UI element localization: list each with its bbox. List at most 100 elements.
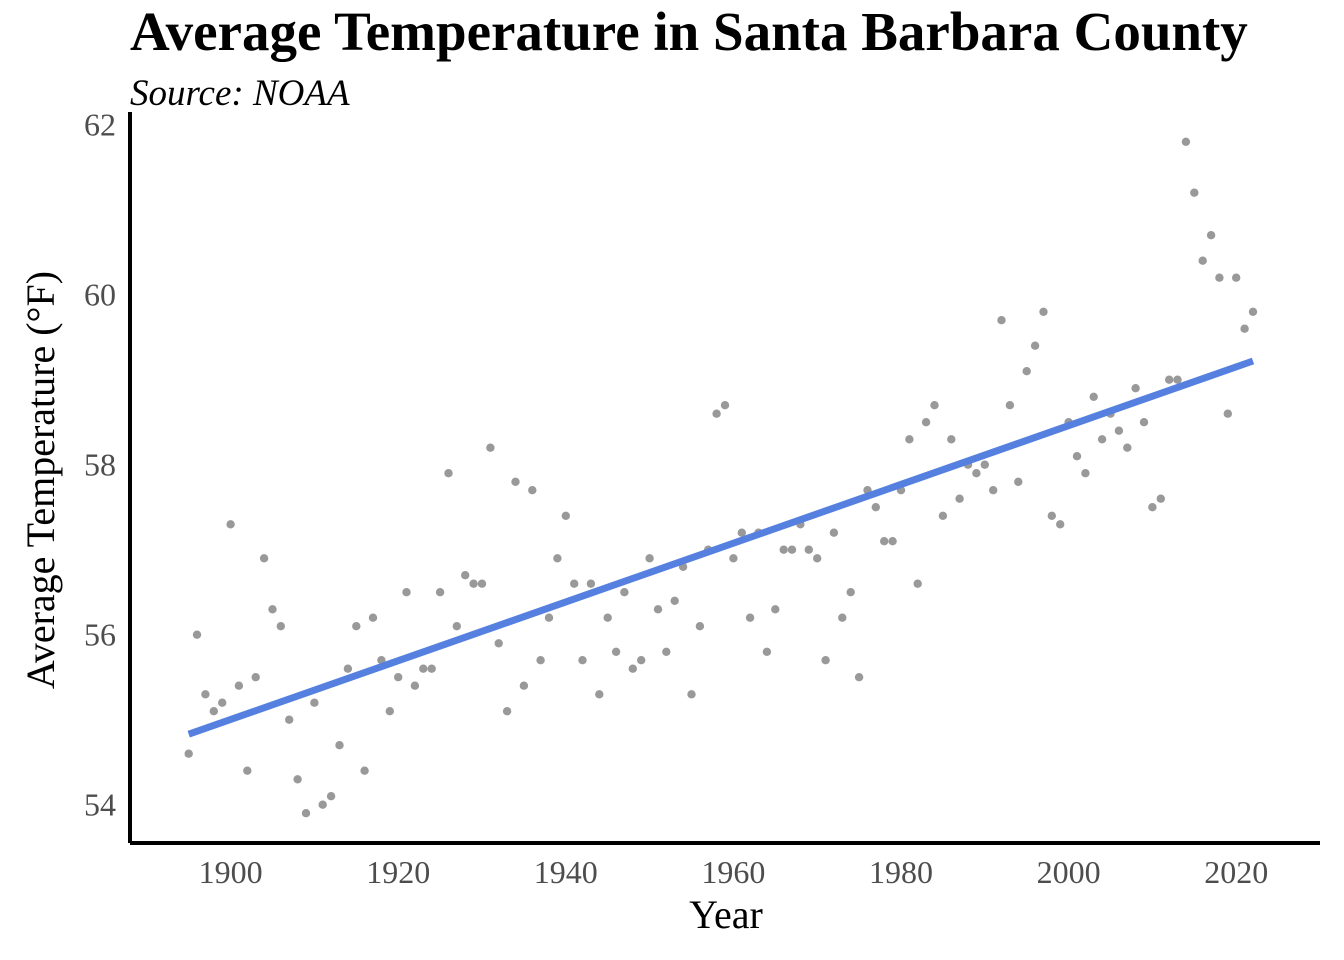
data-point-1938	[544, 613, 554, 622]
data-point-1936	[528, 486, 537, 495]
data-point-1919	[385, 707, 394, 716]
data-point-1982	[913, 579, 922, 588]
x-tick-label-1960: 1960	[701, 854, 765, 890]
data-point-1903	[251, 673, 260, 682]
y-tick-label-62: 62	[84, 107, 116, 143]
data-point-1979	[888, 537, 897, 546]
data-point-1912	[326, 792, 336, 801]
data-point-1986	[947, 435, 956, 444]
data-point-1945	[603, 613, 612, 622]
data-point-1967	[787, 545, 797, 554]
data-point-1923	[419, 664, 428, 673]
data-point-1943	[586, 579, 596, 588]
data-point-2009	[1139, 418, 1149, 427]
data-point-2006	[1114, 426, 1124, 435]
data-point-1994	[1014, 477, 1023, 486]
data-point-1926	[444, 469, 453, 478]
data-point-1895	[184, 749, 193, 758]
data-point-1970	[813, 554, 822, 563]
data-point-1910	[310, 698, 319, 707]
trend-line	[187, 357, 1255, 738]
chart-subtitle: Source: NOAA	[130, 73, 350, 114]
x-tick-label-2020: 2020	[1204, 854, 1268, 890]
data-point-1964	[762, 647, 772, 656]
data-point-1997	[1039, 307, 1048, 316]
data-point-1949	[637, 656, 646, 665]
data-point-1978	[880, 537, 889, 546]
data-point-2013	[1173, 375, 1182, 384]
data-point-1953	[670, 596, 679, 605]
data-point-2018	[1215, 273, 1224, 282]
data-point-1921	[402, 588, 411, 597]
data-point-1939	[553, 554, 562, 563]
data-point-2021	[1240, 324, 1249, 333]
data-point-1907	[285, 715, 294, 724]
data-point-1899	[218, 698, 227, 707]
data-point-1913	[335, 741, 344, 750]
data-point-1911	[318, 800, 327, 809]
x-tick-label-1940: 1940	[534, 854, 598, 890]
y-axis-title: Average Temperature (°F)	[18, 271, 63, 689]
x-axis-ticks: 1900 1920 1940 1960 1980 2000 2020	[199, 854, 1269, 890]
data-point-1931	[486, 443, 495, 452]
data-point-2003	[1089, 392, 1098, 401]
data-point-1917	[368, 613, 378, 622]
data-point-1955	[687, 690, 696, 699]
data-point-1933	[502, 707, 512, 716]
data-point-1985	[938, 511, 948, 520]
data-point-1940	[561, 511, 570, 520]
data-point-1905	[268, 605, 277, 614]
data-point-1956	[695, 622, 705, 631]
y-axis-ticks: 54 56 58 60 62	[84, 107, 116, 823]
data-point-1935	[519, 681, 529, 690]
data-point-1929	[469, 579, 478, 588]
data-point-1989	[972, 469, 981, 478]
data-point-2015	[1190, 188, 1199, 197]
x-tick-label-1900: 1900	[199, 854, 263, 890]
data-point-1971	[821, 656, 830, 665]
data-point-1947	[620, 588, 629, 597]
data-point-1969	[804, 545, 813, 554]
data-point-1925	[435, 588, 445, 597]
data-point-1934	[511, 477, 520, 486]
data-point-1952	[662, 647, 671, 656]
x-axis-title: Year	[689, 892, 763, 937]
data-point-1987	[955, 494, 964, 503]
data-point-1974	[846, 588, 855, 597]
data-point-2022	[1248, 307, 1258, 316]
data-point-1962	[745, 613, 755, 622]
data-point-1959	[720, 401, 730, 410]
data-point-2001	[1072, 452, 1082, 461]
data-point-2010	[1148, 503, 1157, 512]
data-point-1941	[570, 579, 579, 588]
data-point-1922	[410, 681, 420, 690]
data-point-1897	[201, 690, 210, 699]
data-point-2011	[1156, 494, 1166, 503]
data-point-1901	[234, 681, 244, 690]
data-point-1975	[854, 673, 864, 682]
data-point-1992	[997, 316, 1006, 325]
data-point-1944	[595, 690, 604, 699]
data-point-1990	[980, 460, 989, 469]
data-point-1928	[461, 571, 470, 580]
x-tick-label-1980: 1980	[869, 854, 933, 890]
data-point-1909	[301, 809, 311, 818]
data-point-1902	[243, 766, 252, 775]
data-point-2012	[1165, 375, 1174, 384]
data-point-1973	[838, 613, 847, 622]
data-point-1914	[343, 664, 353, 673]
x-tick-label-2000: 2000	[1037, 854, 1101, 890]
y-tick-label-58: 58	[84, 447, 116, 483]
data-point-1972	[829, 528, 839, 537]
data-point-2014	[1181, 137, 1191, 146]
data-point-1915	[352, 622, 361, 631]
y-tick-label-56: 56	[84, 617, 116, 653]
data-point-2008	[1131, 384, 1140, 393]
data-point-1977	[871, 503, 880, 512]
data-point-1995	[1022, 367, 1031, 376]
data-point-1981	[905, 435, 914, 444]
data-point-1984	[930, 401, 939, 410]
chart-title: Average Temperature in Santa Barbara Cou…	[130, 1, 1248, 62]
data-point-2016	[1198, 256, 1207, 265]
